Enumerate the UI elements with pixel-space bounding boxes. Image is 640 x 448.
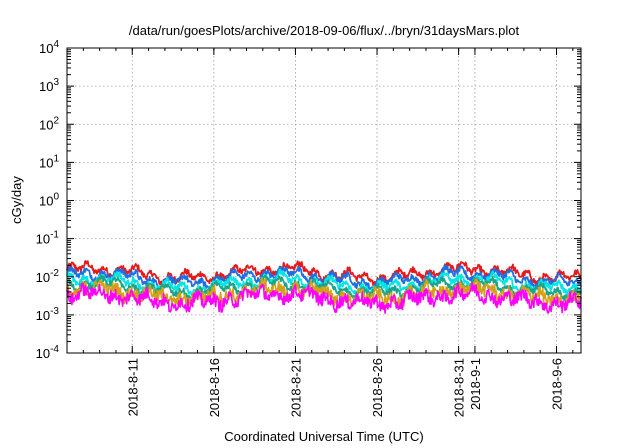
- x-tick-label: 2018-8-26: [370, 358, 385, 417]
- series-layer: [66, 260, 582, 314]
- y-tick-label: 10-2: [36, 268, 60, 285]
- y-tick-label: 101: [39, 153, 59, 170]
- grid: [67, 48, 581, 353]
- y-tick-label: 100: [39, 192, 59, 209]
- x-tick-label: 2018-9-6: [550, 358, 565, 410]
- x-axis: 2018-8-11 2018-8-16 2018-8-21 2018-8-26 2018…: [66, 48, 574, 417]
- x-tick-label: 2018-8-21: [288, 358, 303, 417]
- y-tick-label: 10-3: [36, 306, 60, 323]
- series-line: [66, 274, 582, 302]
- y-tick-label: 10-1: [36, 230, 60, 247]
- y-tick-label: 10-4: [36, 344, 60, 361]
- y-axis-title: cGy/day: [9, 176, 24, 224]
- chart-title: /data/run/goesPlots/archive/2018-09-06/f…: [129, 23, 520, 38]
- y-tick-label: 104: [39, 39, 59, 56]
- x-tick-label: 2018-8-16: [207, 358, 222, 417]
- y-tick-label: 103: [39, 77, 59, 94]
- x-tick-label: 2018-9-1: [468, 358, 483, 410]
- x-tick-label: 2018-8-31: [452, 358, 467, 417]
- series-line: [66, 260, 582, 287]
- y-axis: 10-4 10-3 10-2 10-1 100 101 102 103 104: [36, 39, 581, 361]
- x-tick-label: 2018-8-11: [125, 358, 140, 416]
- y-tick-label: 102: [39, 115, 59, 132]
- x-axis-title: Coordinated Universal Time (UTC): [224, 429, 423, 444]
- series-line: [66, 281, 582, 314]
